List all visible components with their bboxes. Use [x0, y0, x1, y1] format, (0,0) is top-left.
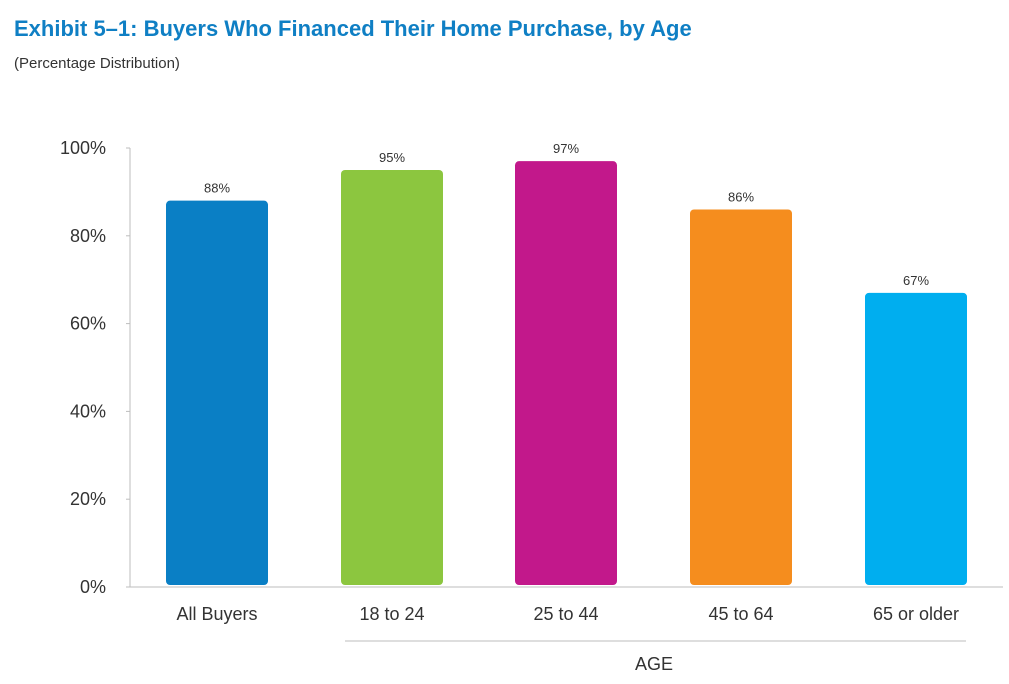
x-tick-label: 25 to 44 [533, 604, 598, 624]
bar [341, 169, 443, 585]
x-tick-label: All Buyers [176, 604, 257, 624]
x-tick-label: 18 to 24 [359, 604, 424, 624]
x-axis-title: AGE [635, 654, 673, 674]
bar [515, 161, 617, 586]
y-tick-label: 100% [60, 138, 106, 158]
bar [166, 200, 268, 585]
x-tick-label: 65 or older [873, 604, 959, 624]
chart-subtitle: (Percentage Distribution) [14, 55, 180, 72]
bar-value-label: 86% [728, 189, 754, 204]
y-tick-label: 80% [70, 226, 106, 246]
y-tick-label: 60% [70, 314, 106, 334]
bar [690, 209, 792, 585]
bar-value-label: 88% [204, 181, 230, 196]
x-tick-label: 45 to 64 [708, 604, 773, 624]
bar-value-label: 97% [553, 141, 579, 156]
bar [865, 292, 967, 585]
y-tick-label: 0% [80, 577, 106, 597]
chart-title: Exhibit 5–1: Buyers Who Financed Their H… [14, 16, 692, 41]
bar-value-label: 95% [379, 150, 405, 165]
y-tick-label: 40% [70, 401, 106, 421]
y-tick-label: 20% [70, 489, 106, 509]
bar-value-label: 67% [903, 273, 929, 288]
